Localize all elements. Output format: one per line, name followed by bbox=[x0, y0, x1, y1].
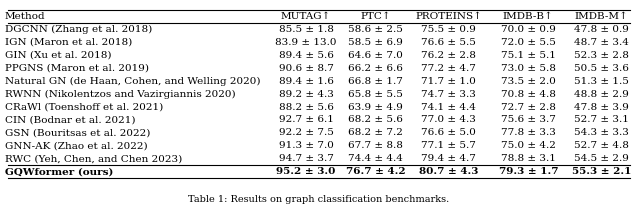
Text: 88.2 ± 5.6: 88.2 ± 5.6 bbox=[278, 103, 333, 112]
Text: 89.4 ± 1.6: 89.4 ± 1.6 bbox=[278, 77, 333, 86]
Text: 83.9 ± 13.0: 83.9 ± 13.0 bbox=[275, 38, 337, 47]
Text: 52.7 ± 4.8: 52.7 ± 4.8 bbox=[574, 141, 628, 150]
Text: GSN (Bouritsas et al. 2022): GSN (Bouritsas et al. 2022) bbox=[4, 128, 150, 138]
Text: 92.2 ± 7.5: 92.2 ± 7.5 bbox=[278, 128, 333, 138]
Text: MUTAG↑: MUTAG↑ bbox=[281, 12, 332, 21]
Text: 54.5 ± 2.9: 54.5 ± 2.9 bbox=[574, 154, 628, 163]
Text: 58.6 ± 2.5: 58.6 ± 2.5 bbox=[349, 25, 403, 34]
Text: 63.9 ± 4.9: 63.9 ± 4.9 bbox=[349, 103, 403, 112]
Text: 91.3 ± 7.0: 91.3 ± 7.0 bbox=[278, 141, 333, 150]
Text: 77.0 ± 4.3: 77.0 ± 4.3 bbox=[422, 115, 476, 124]
Text: GQWformer (ours): GQWformer (ours) bbox=[4, 167, 113, 176]
Text: 89.2 ± 4.3: 89.2 ± 4.3 bbox=[278, 89, 333, 99]
Text: 95.2 ± 3.0: 95.2 ± 3.0 bbox=[276, 167, 336, 176]
Text: 73.0 ± 5.8: 73.0 ± 5.8 bbox=[501, 64, 556, 73]
Text: RWC (Yeh, Chen, and Chen 2023): RWC (Yeh, Chen, and Chen 2023) bbox=[4, 154, 182, 163]
Text: 75.5 ± 0.9: 75.5 ± 0.9 bbox=[422, 25, 476, 34]
Text: Natural GN (de Haan, Cohen, and Welling 2020): Natural GN (de Haan, Cohen, and Welling … bbox=[4, 77, 260, 86]
Text: 54.3 ± 3.3: 54.3 ± 3.3 bbox=[574, 128, 628, 138]
Text: CIN (Bodnar et al. 2021): CIN (Bodnar et al. 2021) bbox=[4, 115, 135, 124]
Text: 76.2 ± 2.8: 76.2 ± 2.8 bbox=[422, 51, 476, 60]
Text: 79.3 ± 1.7: 79.3 ± 1.7 bbox=[499, 167, 558, 176]
Text: 80.7 ± 4.3: 80.7 ± 4.3 bbox=[419, 167, 479, 176]
Text: 66.2 ± 6.6: 66.2 ± 6.6 bbox=[349, 64, 403, 73]
Text: 76.6 ± 5.0: 76.6 ± 5.0 bbox=[422, 128, 476, 138]
Text: Table 1: Results on graph classification benchmarks.: Table 1: Results on graph classification… bbox=[188, 195, 449, 204]
Text: 76.6 ± 5.5: 76.6 ± 5.5 bbox=[422, 38, 476, 47]
Text: 67.7 ± 8.8: 67.7 ± 8.8 bbox=[349, 141, 403, 150]
Text: IGN (Maron et al. 2018): IGN (Maron et al. 2018) bbox=[4, 38, 132, 47]
Text: 52.3 ± 2.8: 52.3 ± 2.8 bbox=[574, 51, 628, 60]
Text: 65.8 ± 5.5: 65.8 ± 5.5 bbox=[349, 89, 403, 99]
Text: 74.7 ± 3.3: 74.7 ± 3.3 bbox=[422, 89, 476, 99]
Text: 58.5 ± 6.9: 58.5 ± 6.9 bbox=[349, 38, 403, 47]
Text: 92.7 ± 6.1: 92.7 ± 6.1 bbox=[278, 115, 333, 124]
Text: 75.0 ± 4.2: 75.0 ± 4.2 bbox=[501, 141, 556, 150]
Text: 74.1 ± 4.4: 74.1 ± 4.4 bbox=[422, 103, 476, 112]
Text: GIN (Xu et al. 2018): GIN (Xu et al. 2018) bbox=[4, 51, 111, 60]
Text: 78.8 ± 3.1: 78.8 ± 3.1 bbox=[501, 154, 556, 163]
Text: 79.4 ± 4.7: 79.4 ± 4.7 bbox=[422, 154, 476, 163]
Text: IMDB-B↑: IMDB-B↑ bbox=[503, 12, 554, 21]
Text: 74.4 ± 4.4: 74.4 ± 4.4 bbox=[349, 154, 403, 163]
Text: 76.7 ± 4.2: 76.7 ± 4.2 bbox=[346, 167, 406, 176]
Text: 68.2 ± 7.2: 68.2 ± 7.2 bbox=[349, 128, 403, 138]
Text: 72.0 ± 5.5: 72.0 ± 5.5 bbox=[501, 38, 556, 47]
Text: 77.1 ± 5.7: 77.1 ± 5.7 bbox=[422, 141, 476, 150]
Text: 73.5 ± 2.0: 73.5 ± 2.0 bbox=[501, 77, 556, 86]
Text: 90.6 ± 8.7: 90.6 ± 8.7 bbox=[278, 64, 333, 73]
Text: 68.2 ± 5.6: 68.2 ± 5.6 bbox=[349, 115, 403, 124]
Text: PTC↑: PTC↑ bbox=[360, 12, 391, 21]
Text: 52.7 ± 3.1: 52.7 ± 3.1 bbox=[574, 115, 628, 124]
Text: DGCNN (Zhang et al. 2018): DGCNN (Zhang et al. 2018) bbox=[4, 25, 152, 34]
Text: Method: Method bbox=[4, 12, 45, 21]
Text: 72.7 ± 2.8: 72.7 ± 2.8 bbox=[501, 103, 556, 112]
Text: CRaWl (Toenshoff et al. 2021): CRaWl (Toenshoff et al. 2021) bbox=[4, 103, 163, 112]
Text: 77.2 ± 4.7: 77.2 ± 4.7 bbox=[422, 64, 476, 73]
Text: 75.6 ± 3.7: 75.6 ± 3.7 bbox=[501, 115, 556, 124]
Text: 94.7 ± 3.7: 94.7 ± 3.7 bbox=[278, 154, 333, 163]
Text: 47.8 ± 0.9: 47.8 ± 0.9 bbox=[574, 25, 628, 34]
Text: 55.3 ± 2.1: 55.3 ± 2.1 bbox=[572, 167, 631, 176]
Text: 66.8 ± 1.7: 66.8 ± 1.7 bbox=[349, 77, 403, 86]
Text: GNN-AK (Zhao et al. 2022): GNN-AK (Zhao et al. 2022) bbox=[4, 141, 147, 150]
Text: RWNN (Nikolentzos and Vazirgiannis 2020): RWNN (Nikolentzos and Vazirgiannis 2020) bbox=[4, 89, 235, 99]
Text: 64.6 ± 7.0: 64.6 ± 7.0 bbox=[349, 51, 403, 60]
Text: 48.7 ± 3.4: 48.7 ± 3.4 bbox=[574, 38, 628, 47]
Text: 50.5 ± 3.6: 50.5 ± 3.6 bbox=[574, 64, 628, 73]
Text: PPGNS (Maron et al. 2019): PPGNS (Maron et al. 2019) bbox=[4, 64, 148, 73]
Text: 89.4 ± 5.6: 89.4 ± 5.6 bbox=[278, 51, 333, 60]
Text: 51.3 ± 1.5: 51.3 ± 1.5 bbox=[574, 77, 628, 86]
Text: 71.7 ± 1.0: 71.7 ± 1.0 bbox=[422, 77, 476, 86]
Text: 77.8 ± 3.3: 77.8 ± 3.3 bbox=[501, 128, 556, 138]
Text: IMDB-M↑: IMDB-M↑ bbox=[575, 12, 628, 21]
Text: 70.8 ± 4.8: 70.8 ± 4.8 bbox=[501, 89, 556, 99]
Text: 70.0 ± 0.9: 70.0 ± 0.9 bbox=[501, 25, 556, 34]
Text: 75.1 ± 5.1: 75.1 ± 5.1 bbox=[501, 51, 556, 60]
Text: PROTEINS↑: PROTEINS↑ bbox=[415, 12, 483, 21]
Text: 47.8 ± 3.9: 47.8 ± 3.9 bbox=[574, 103, 628, 112]
Text: 85.5 ± 1.8: 85.5 ± 1.8 bbox=[278, 25, 333, 34]
Text: 48.8 ± 2.9: 48.8 ± 2.9 bbox=[574, 89, 628, 99]
